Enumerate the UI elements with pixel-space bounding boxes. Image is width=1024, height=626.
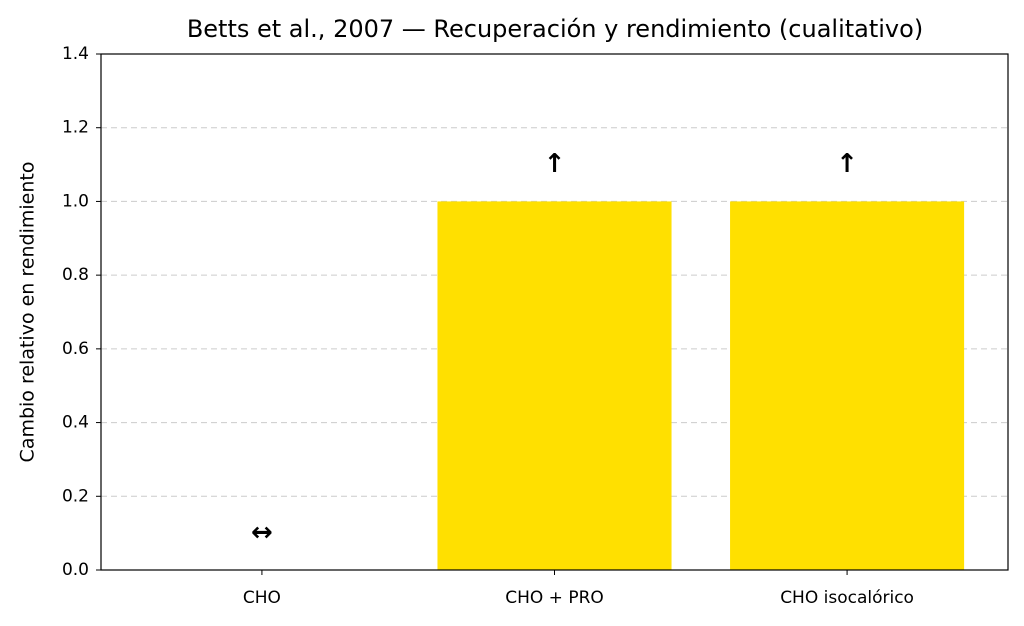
y-tick-label: 0.4 — [62, 413, 89, 433]
y-tick-label: 0.0 — [62, 560, 89, 580]
x-tick-label: CHO — [243, 588, 281, 608]
y-tick-label: 1.4 — [62, 44, 89, 64]
value-label: ↔ — [251, 518, 273, 548]
y-tick-label: 0.6 — [62, 339, 89, 359]
value-label: ↑ — [544, 149, 566, 179]
y-tick-label: 0.8 — [62, 265, 89, 285]
y-axis-label: Cambio relativo en rendimiento — [17, 162, 39, 463]
plot-frame — [100, 53, 1009, 571]
y-tick-label: 1.0 — [62, 191, 89, 211]
y-tick-label: 0.2 — [62, 486, 89, 506]
bar — [437, 201, 672, 570]
y-tick-label: 1.2 — [62, 118, 89, 138]
value-label: ↑ — [836, 149, 858, 179]
x-tick-label: CHO isocalórico — [780, 588, 914, 608]
x-tick-label: CHO + PRO — [505, 588, 604, 608]
bar — [730, 201, 965, 570]
chart-title: Betts et al., 2007 — Recuperación y rend… — [187, 15, 923, 43]
